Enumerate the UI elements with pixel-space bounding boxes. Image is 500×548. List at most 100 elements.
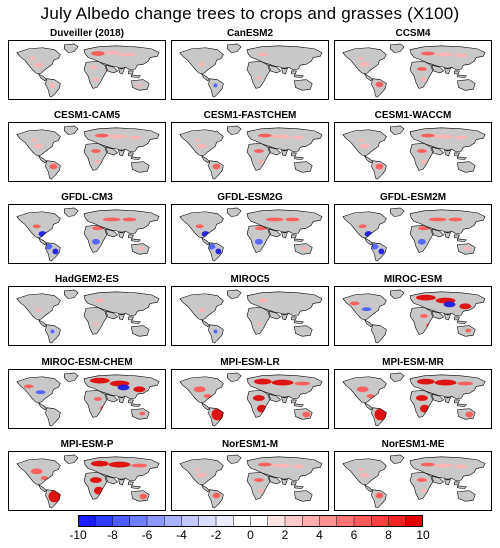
land-region — [457, 490, 476, 502]
anomaly-patch — [378, 248, 385, 255]
coastline — [226, 372, 242, 382]
colorbar — [78, 515, 423, 527]
map-panel — [8, 204, 166, 264]
land-region — [268, 229, 281, 237]
anomaly-patch — [193, 386, 206, 393]
colorbar-segment — [405, 515, 423, 527]
coastline — [179, 376, 224, 404]
land-region — [291, 481, 297, 485]
anomaly-patch — [213, 83, 218, 88]
coastline — [105, 475, 119, 485]
colorbar-segment — [78, 515, 96, 527]
anomaly-patch — [211, 408, 224, 421]
coastline — [281, 231, 288, 239]
anomaly-patch — [302, 411, 311, 418]
land-region — [390, 207, 405, 217]
land-region — [268, 147, 281, 155]
coastline — [16, 458, 61, 486]
coastline — [226, 454, 242, 464]
coastline — [342, 458, 387, 486]
anomaly-patch — [40, 476, 49, 481]
anomaly-patch — [90, 51, 105, 56]
coastline — [118, 67, 125, 75]
land-region — [281, 479, 288, 485]
coastline — [118, 396, 125, 404]
coastline — [105, 228, 119, 238]
coastline — [371, 160, 387, 180]
coastline — [444, 231, 451, 239]
coastline — [37, 402, 48, 410]
coastline — [454, 316, 460, 321]
coastline — [291, 399, 297, 404]
land-region — [128, 234, 134, 238]
colorbar-segment — [285, 515, 303, 527]
anomaly-patch — [256, 404, 267, 413]
coastline — [268, 146, 282, 156]
land-region — [268, 476, 281, 484]
land-region — [64, 289, 79, 299]
coastline — [294, 156, 304, 161]
anomaly-patch — [433, 134, 454, 139]
land-region — [105, 229, 118, 237]
coastline — [457, 243, 476, 255]
coastline — [444, 396, 451, 404]
land-region — [131, 161, 150, 173]
coastline — [131, 408, 150, 420]
coastline — [63, 454, 79, 464]
land-region — [364, 484, 373, 492]
land-region — [208, 489, 224, 509]
land-region — [16, 376, 61, 403]
anomaly-patch — [129, 135, 142, 140]
coastline — [37, 155, 48, 163]
land-region — [294, 79, 313, 91]
anomaly-patch — [136, 84, 143, 87]
land-region — [16, 47, 61, 74]
coastline — [444, 149, 451, 157]
land-region — [431, 394, 444, 402]
anomaly-patch — [415, 395, 428, 401]
coastline — [200, 73, 211, 81]
anomaly-patch — [415, 294, 436, 301]
land-region — [444, 479, 451, 485]
map-panel — [8, 286, 166, 346]
coastline — [294, 79, 313, 91]
panel-title: MPI-ESM-P — [60, 439, 114, 450]
anomaly-patch — [94, 159, 101, 164]
anomaly-patch — [138, 246, 145, 251]
anomaly-patch — [203, 394, 212, 399]
panel-title: MIROC-ESM-CHEM — [41, 357, 133, 368]
colorbar-tick-label: -8 — [107, 528, 118, 542]
coastline — [281, 478, 288, 486]
anomaly-patch — [420, 51, 435, 56]
land-region — [201, 402, 210, 410]
land-region — [371, 489, 387, 509]
anomaly-patch — [420, 159, 427, 164]
colorbar-segment — [388, 515, 407, 527]
coastline — [291, 316, 297, 321]
land-region — [444, 314, 451, 320]
anomaly-patch — [294, 381, 311, 386]
anomaly-patch — [253, 478, 264, 482]
coastline — [371, 489, 387, 509]
land-region — [454, 234, 460, 238]
coastline — [37, 73, 48, 81]
coastline — [128, 481, 134, 486]
land-region — [208, 78, 224, 98]
coastline — [457, 320, 467, 325]
coastline — [45, 407, 61, 427]
land-region — [457, 161, 476, 173]
map-panel — [8, 369, 166, 429]
land-region — [201, 237, 210, 245]
anomaly-patch — [256, 75, 261, 80]
land-region — [444, 397, 451, 403]
anomaly-patch — [416, 478, 427, 482]
coastline — [363, 155, 374, 163]
coastline — [409, 307, 434, 335]
coastline — [226, 207, 242, 217]
coastline — [179, 458, 224, 486]
colorbar-tick-label: 0 — [247, 528, 254, 542]
anomaly-patch — [356, 386, 369, 393]
coastline — [118, 149, 125, 157]
land-region — [294, 325, 313, 337]
colorbar-segment — [95, 515, 113, 527]
